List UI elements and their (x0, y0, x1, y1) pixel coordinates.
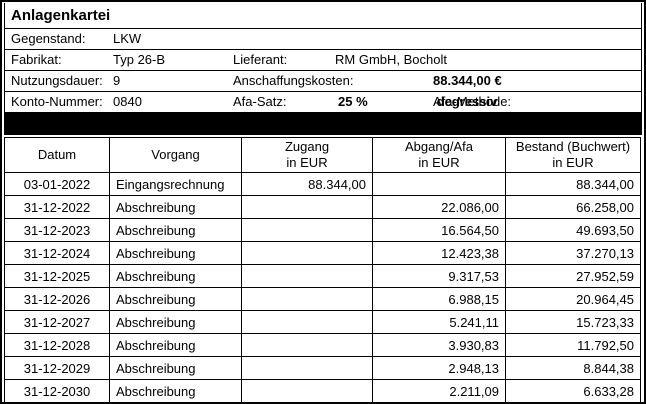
info-row-konto: Konto-Nummer: 0840 Afa-Satz: 25 % Afa-Me… (5, 92, 641, 112)
col-header-vorgang: Vorgang (109, 137, 242, 173)
cell-bestand: 66.258,00 (505, 195, 641, 219)
cell-datum: 31-12-2030 (4, 379, 110, 402)
cell-zugang (241, 218, 373, 242)
cell-vorgang: Abschreibung (109, 379, 242, 402)
cell-vorgang: Abschreibung (109, 241, 242, 265)
cell-datum: 31-12-2028 (4, 333, 110, 357)
table-row: 31-12-2027 Abschreibung 5.241,11 15.723,… (4, 310, 641, 334)
info-row-gegenstand: Gegenstand: LKW (5, 29, 641, 50)
cell-datum: 31-12-2026 (4, 287, 110, 311)
info-row-nutzungsdauer: Nutzungsdauer: 9 Anschaffungskosten: 88.… (5, 71, 641, 92)
cell-vorgang: Abschreibung (109, 218, 242, 242)
col-header-zugang: Zugang in EUR (241, 137, 373, 173)
table-row: 31-12-2029 Abschreibung 2.948,13 8.844,3… (4, 356, 641, 380)
cell-abgang: 12.423,38 (372, 241, 506, 265)
table-row: 03-01-2022 Eingangsrechnung 88.344,00 88… (4, 172, 641, 196)
cell-vorgang: Abschreibung (109, 195, 242, 219)
cell-bestand: 20.964,45 (505, 287, 641, 311)
konto-nummer-label: Konto-Nummer: (11, 94, 103, 109)
cell-vorgang: Abschreibung (109, 333, 242, 357)
page-title: Anlagenkartei (5, 3, 641, 29)
table-header-row: Datum Vorgang Zugang in EUR Abgang/Afa in … (4, 137, 641, 173)
cell-datum: 31-12-2029 (4, 356, 110, 380)
cell-abgang: 3.930,83 (372, 333, 506, 357)
cell-zugang (241, 379, 373, 402)
fabrikat-value: Typ 26-B (113, 52, 166, 67)
afa-satz-label: Afa-Satz: (233, 94, 287, 109)
col-header-datum: Datum (4, 137, 110, 173)
col-header-abgang: Abgang/Afa in EUR (372, 137, 506, 173)
cell-bestand: 49.693,50 (505, 218, 641, 242)
cell-bestand: 37.270,13 (505, 241, 641, 265)
cell-abgang (372, 172, 506, 196)
table-row: 31-12-2022 Abschreibung 22.086,00 66.258… (4, 195, 641, 219)
col-header-bestand: Bestand (Buchwert) in EUR (505, 137, 641, 173)
cell-abgang: 16.564,50 (372, 218, 506, 242)
cell-abgang: 6.988,15 (372, 287, 506, 311)
lieferant-label: Lieferant: (233, 52, 288, 67)
header-section: Anlagenkartei Gegenstand: LKW Fabrikat: … (4, 3, 642, 113)
afa-satz-value: 25 % (338, 94, 368, 109)
gegenstand-value: LKW (113, 31, 142, 46)
cell-zugang: 88.344,00 (241, 172, 373, 196)
depreciation-table: Datum Vorgang Zugang in EUR Abgang/Afa in … (4, 137, 641, 402)
cell-bestand: 15.723,33 (505, 310, 641, 334)
table-row: 31-12-2024 Abschreibung 12.423,38 37.270… (4, 241, 641, 265)
afa-methode-label: Afa-Methode: (433, 94, 512, 109)
cell-datum: 31-12-2022 (4, 195, 110, 219)
cell-bestand: 8.844,38 (505, 356, 641, 380)
cell-bestand: 6.633,28 (505, 379, 641, 402)
table-row: 31-12-2028 Abschreibung 3.930,83 11.792,… (4, 333, 641, 357)
cell-zugang (241, 333, 373, 357)
cell-abgang: 5.241,11 (372, 310, 506, 334)
nutzungsdauer-label: Nutzungsdauer: (11, 73, 103, 88)
cell-zugang (241, 287, 373, 311)
cell-datum: 03-01-2022 (4, 172, 110, 196)
cell-vorgang: Abschreibung (109, 310, 242, 334)
cell-bestand: 27.952,59 (505, 264, 641, 288)
info-row-fabrikat: Fabrikat: Typ 26-B Lieferant: RM GmbH, B… (5, 50, 641, 71)
table-row: 31-12-2030 Abschreibung 2.211,09 6.633,2… (4, 379, 641, 402)
cell-datum: 31-12-2025 (4, 264, 110, 288)
cell-datum: 31-12-2024 (4, 241, 110, 265)
cell-bestand: 11.792,50 (505, 333, 641, 357)
table-row: 31-12-2026 Abschreibung 6.988,15 20.964,… (4, 287, 641, 311)
anschaffungskosten-value: 88.344,00 € (433, 73, 502, 88)
cell-zugang (241, 310, 373, 334)
cell-abgang: 2.211,09 (372, 379, 506, 402)
cell-bestand: 88.344,00 (505, 172, 641, 196)
cell-datum: 31-12-2027 (4, 310, 110, 334)
divider-band (4, 113, 642, 135)
cell-datum: 31-12-2023 (4, 218, 110, 242)
cell-zugang (241, 195, 373, 219)
nutzungsdauer-value: 9 (113, 73, 121, 88)
cell-abgang: 2.948,13 (372, 356, 506, 380)
afa-methode-value: degressiv (436, 94, 498, 109)
cell-abgang: 9.317,53 (372, 264, 506, 288)
cell-zugang (241, 264, 373, 288)
fabrikat-label: Fabrikat: (11, 52, 62, 67)
cell-zugang (241, 356, 373, 380)
anschaffungskosten-label: Anschaffungskosten: (233, 73, 354, 88)
table-row: 31-12-2023 Abschreibung 16.564,50 49.693… (4, 218, 641, 242)
cell-abgang: 22.086,00 (372, 195, 506, 219)
gegenstand-label: Gegenstand: (11, 31, 86, 46)
cell-vorgang: Abschreibung (109, 287, 242, 311)
lieferant-value: RM GmbH, Bocholt (335, 52, 447, 67)
cell-vorgang: Eingangsrechnung (109, 172, 242, 196)
cell-zugang (241, 241, 373, 265)
cell-vorgang: Abschreibung (109, 356, 242, 380)
cell-vorgang: Abschreibung (109, 264, 242, 288)
afa-methode: Afa-Methode: degressiv (433, 92, 511, 112)
konto-nummer-value: 0840 (113, 94, 142, 109)
table-row: 31-12-2025 Abschreibung 9.317,53 27.952,… (4, 264, 641, 288)
